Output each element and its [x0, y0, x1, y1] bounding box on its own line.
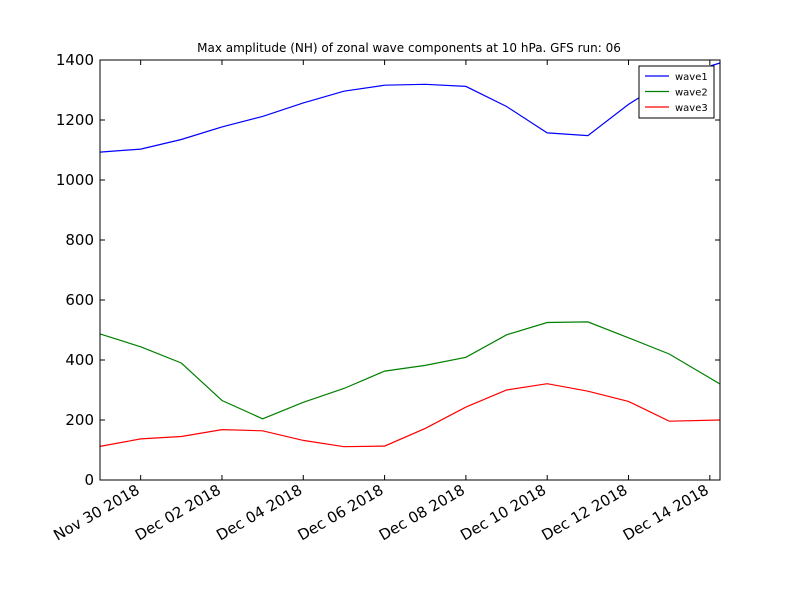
y-tick-label: 400 [65, 351, 94, 369]
plot-frame [99, 59, 721, 481]
legend-label-wave2: wave2 [675, 88, 708, 99]
x-tick-label: Dec 10 2018 [457, 481, 549, 545]
y-tick-label: 1400 [56, 51, 94, 69]
x-tick-label: Dec 06 2018 [295, 481, 387, 545]
y-tick-label: 1200 [56, 111, 94, 129]
legend-label-wave1: wave1 [675, 72, 708, 83]
x-tick-label: Dec 14 2018 [620, 481, 712, 545]
legend: wave1 wave2 wave3 [638, 65, 715, 119]
legend-label-wave3: wave3 [675, 103, 708, 114]
x-tick-label: Nov 30 2018 [50, 481, 142, 545]
y-axis: 0 200 400 600 800 1000 1200 1400 [56, 51, 720, 489]
plot-series [99, 62, 721, 448]
x-tick-label: Dec 08 2018 [376, 481, 468, 545]
y-tick-label: 0 [84, 471, 94, 489]
y-tick-label: 1000 [56, 171, 94, 189]
x-tick-label: Dec 12 2018 [539, 481, 631, 545]
chart-title: Max amplitude (NH) of zonal wave compone… [197, 41, 621, 55]
series-line-wave1 [99, 62, 721, 153]
series-line-wave3 [99, 383, 721, 448]
x-tick-label: Dec 04 2018 [213, 481, 305, 545]
y-tick-label: 200 [65, 411, 94, 429]
x-tick-label: Dec 02 2018 [132, 481, 224, 545]
series-line-wave2 [99, 321, 721, 420]
y-tick-label: 600 [65, 291, 94, 309]
y-tick-label: 800 [65, 231, 94, 249]
